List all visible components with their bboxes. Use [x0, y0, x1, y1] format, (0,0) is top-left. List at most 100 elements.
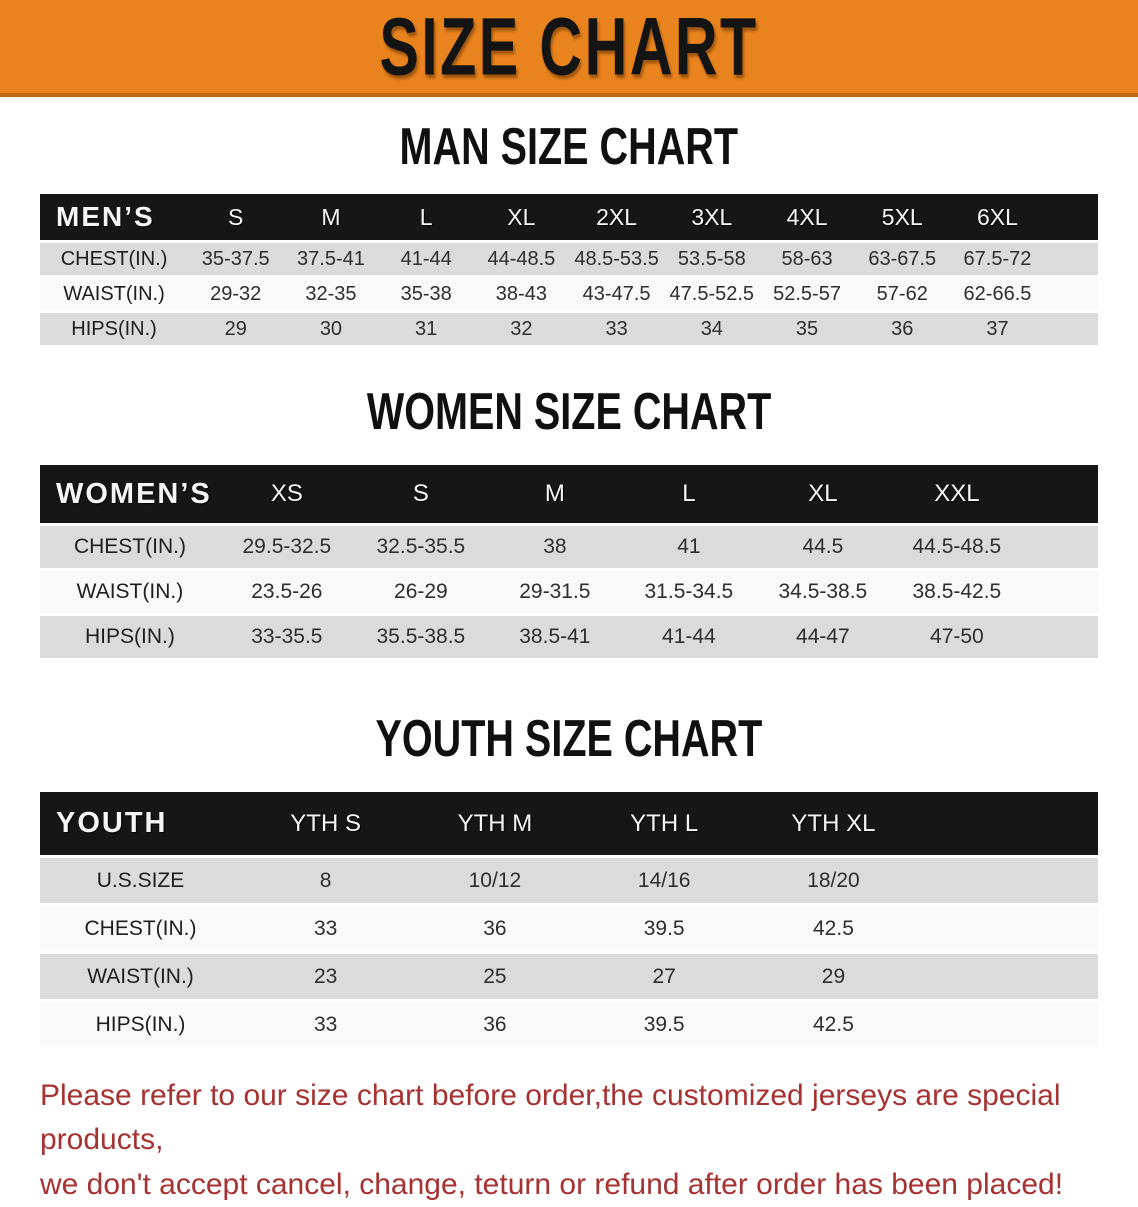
row-label: WAIST(IN.) — [40, 954, 242, 999]
size-value: 36 — [854, 313, 950, 345]
size-value: 26-29 — [353, 571, 488, 613]
row-label: U.S.SIZE — [40, 858, 242, 903]
size-value: 37.5-41 — [283, 243, 379, 275]
size-value: 38-43 — [473, 278, 569, 310]
size-value: 58-63 — [759, 243, 855, 275]
size-column-header: 2XL — [568, 194, 665, 240]
size-value: 35-38 — [378, 278, 474, 310]
size-value: 32 — [473, 313, 569, 345]
size-value: 39.5 — [579, 906, 749, 951]
table-row: CHEST(IN.) 29.5-32.5 32.5-35.5 38 41 44.5 44.5… — [40, 526, 1098, 568]
size-value: 29 — [188, 313, 284, 345]
size-value: 57-62 — [854, 278, 950, 310]
size-value: 63-67.5 — [854, 243, 950, 275]
size-value: 23 — [241, 954, 411, 999]
disclaimer-line-1: Please refer to our size chart before or… — [40, 1079, 1061, 1157]
row-label: HIPS(IN.) — [40, 313, 189, 345]
table-row: HIPS(IN.) 33-35.5 35.5-38.5 38.5-41 41-44 44-… — [40, 616, 1098, 658]
table-row: WAIST(IN.) 23 25 27 29 — [40, 954, 1098, 999]
header-filler-cell — [1023, 465, 1098, 523]
size-value: 29.5-32.5 — [219, 526, 354, 568]
row-label: CHEST(IN.) — [40, 243, 189, 275]
size-column-header: XL — [473, 194, 569, 240]
size-column-header: 3XL — [664, 194, 760, 240]
row-label: CHEST(IN.) — [40, 526, 220, 568]
size-value: 41 — [621, 526, 756, 568]
table-row: CHEST(IN.) 33 36 39.5 42.5 — [40, 906, 1098, 951]
youth-size-section: YOUTH SIZE CHART YOUTH YTH S YTH M YTH L YTH… — [40, 708, 1098, 1050]
size-value: 37 — [949, 313, 1046, 345]
size-value: 44.5-48.5 — [889, 526, 1024, 568]
table-row: HIPS(IN.) 29 30 31 32 33 34 35 36 37 — [40, 313, 1098, 345]
size-value: 14/16 — [579, 858, 749, 903]
size-column-header: YTH S — [241, 792, 411, 855]
size-column-header: YTH XL — [748, 792, 919, 855]
size-value: 35.5-38.5 — [353, 616, 488, 658]
youth-size-table: YOUTH YTH S YTH M YTH L YTH XL U.S.SIZE 8 10/12… — [40, 789, 1098, 1050]
size-value: 38.5-41 — [487, 616, 622, 658]
row-filler-cell — [1045, 243, 1098, 275]
size-value: 32-35 — [283, 278, 379, 310]
size-column-header: 5XL — [854, 194, 950, 240]
size-column-header: XL — [755, 465, 890, 523]
size-column-header: S — [188, 194, 284, 240]
banner-title: SIZE CHART — [379, 0, 759, 93]
size-value: 30 — [283, 313, 379, 345]
size-value: 18/20 — [748, 858, 919, 903]
table-corner-label: YOUTH — [40, 792, 242, 855]
size-value: 33 — [241, 1002, 411, 1047]
table-row: HIPS(IN.) 33 36 39.5 42.5 — [40, 1002, 1098, 1047]
table-row: WAIST(IN.) 29-32 32-35 35-38 38-43 43-47.5 47.… — [40, 278, 1098, 310]
header-row: WOMEN’S XS S M L XL XXL — [40, 465, 1098, 523]
size-value: 53.5-58 — [664, 243, 760, 275]
size-chart-banner: SIZE CHART — [0, 0, 1138, 97]
size-value: 43-47.5 — [568, 278, 665, 310]
size-value: 31.5-34.5 — [621, 571, 756, 613]
row-filler-cell — [918, 1002, 1098, 1047]
women-section-heading: WOMEN SIZE CHART — [366, 381, 772, 441]
size-value: 34 — [664, 313, 760, 345]
size-chart-body: MAN SIZE CHART MEN’S S M L XL 2XL 3XL 4XL 5XL 6XL… — [0, 116, 1138, 1050]
table-corner-label: MEN’S — [40, 194, 189, 240]
size-value: 33-35.5 — [219, 616, 354, 658]
size-value: 8 — [241, 858, 411, 903]
row-filler-cell — [918, 858, 1098, 903]
size-value: 39.5 — [579, 1002, 749, 1047]
size-value: 34.5-38.5 — [755, 571, 890, 613]
row-label: WAIST(IN.) — [40, 571, 220, 613]
size-value: 33 — [241, 906, 411, 951]
men-size-section: MAN SIZE CHART MEN’S S M L XL 2XL 3XL 4XL 5XL 6XL… — [40, 116, 1098, 348]
size-value: 29-31.5 — [487, 571, 622, 613]
size-value: 44-48.5 — [473, 243, 569, 275]
row-filler-cell — [918, 906, 1098, 951]
size-value: 62-66.5 — [949, 278, 1046, 310]
size-column-header: L — [378, 194, 474, 240]
header-row: MEN’S S M L XL 2XL 3XL 4XL 5XL 6XL — [40, 194, 1098, 240]
size-column-header: XXL — [889, 465, 1024, 523]
size-value: 42.5 — [748, 1002, 919, 1047]
table-row: CHEST(IN.) 35-37.5 37.5-41 41-44 44-48.5 48.5… — [40, 243, 1098, 275]
row-filler-cell — [1023, 571, 1098, 613]
size-value: 41-44 — [378, 243, 474, 275]
size-value: 29-32 — [188, 278, 284, 310]
size-value: 52.5-57 — [759, 278, 855, 310]
men-size-table: MEN’S S M L XL 2XL 3XL 4XL 5XL 6XL CHEST(IN.) 35-37… — [40, 191, 1098, 348]
size-value: 67.5-72 — [949, 243, 1046, 275]
men-section-heading: MAN SIZE CHART — [399, 116, 739, 176]
disclaimer-note: Please refer to our size chart before or… — [40, 1074, 1098, 1207]
women-size-table: WOMEN’S XS S M L XL XXL CHEST(IN.) 29.5-32.5 32.5… — [40, 462, 1098, 661]
size-value: 41-44 — [621, 616, 756, 658]
table-corner-label: WOMEN’S — [40, 465, 220, 523]
size-column-header: 4XL — [759, 194, 855, 240]
header-filler-cell — [918, 792, 1098, 855]
row-label: HIPS(IN.) — [40, 1002, 242, 1047]
row-filler-cell — [1023, 526, 1098, 568]
row-filler-cell — [1023, 616, 1098, 658]
row-label: HIPS(IN.) — [40, 616, 220, 658]
size-value: 31 — [378, 313, 474, 345]
disclaimer-line-2: we don't accept cancel, change, teturn o… — [40, 1167, 1064, 1201]
size-value: 48.5-53.5 — [568, 243, 665, 275]
youth-section-heading: YOUTH SIZE CHART — [375, 708, 763, 768]
row-filler-cell — [918, 954, 1098, 999]
size-value: 36 — [410, 1002, 580, 1047]
